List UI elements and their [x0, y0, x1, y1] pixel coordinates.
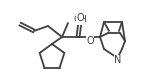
Text: O: O	[86, 36, 94, 46]
Text: OH: OH	[73, 15, 87, 24]
Text: O: O	[76, 13, 84, 23]
Text: N: N	[114, 55, 122, 65]
